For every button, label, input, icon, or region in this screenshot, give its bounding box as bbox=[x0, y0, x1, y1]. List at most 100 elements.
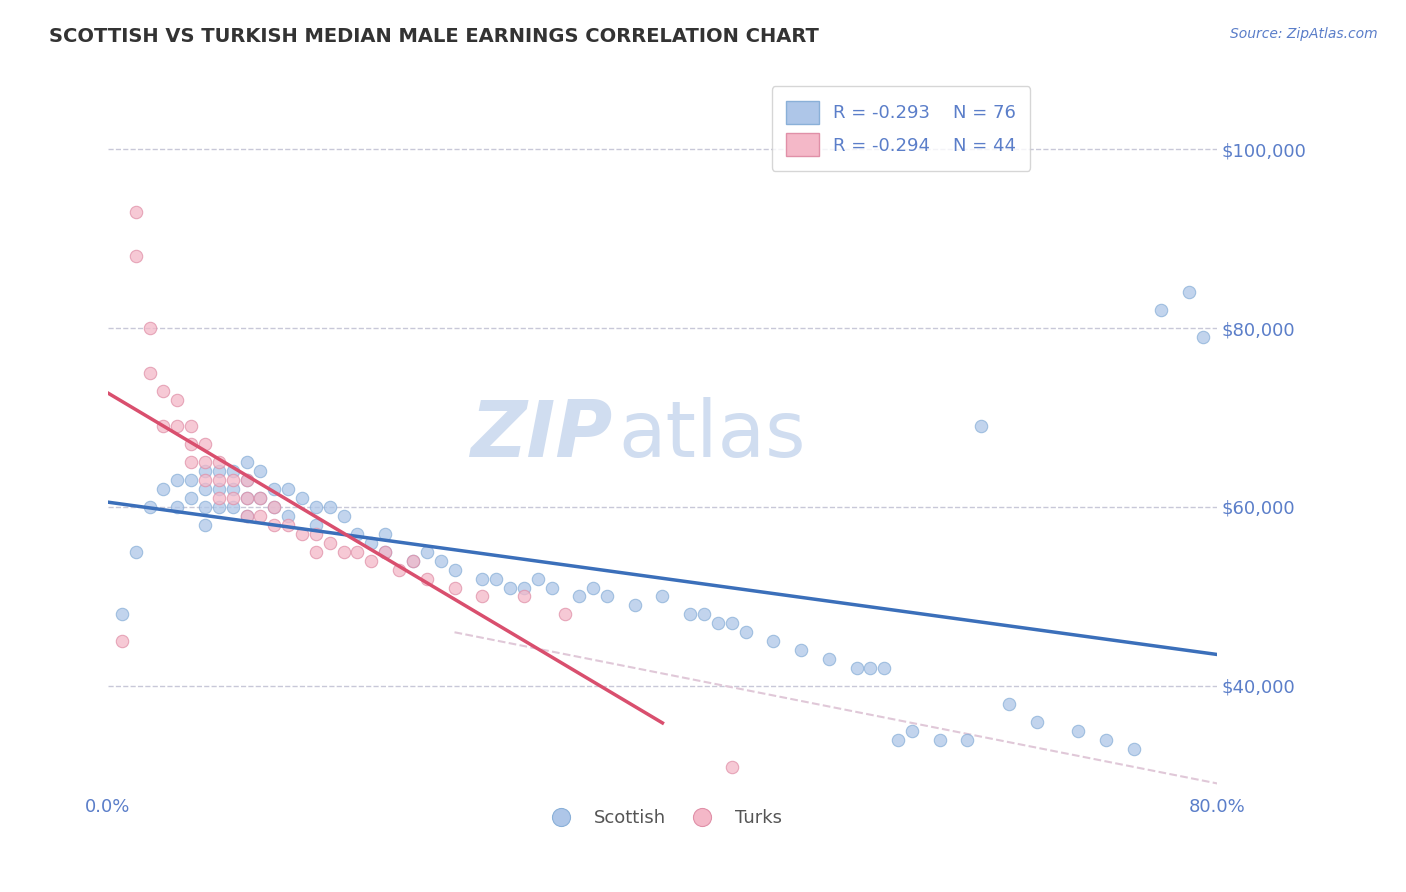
Point bbox=[360, 535, 382, 549]
Point bbox=[305, 500, 328, 514]
Point bbox=[111, 634, 134, 648]
Point bbox=[707, 616, 730, 631]
Point bbox=[1192, 330, 1215, 344]
Point bbox=[346, 545, 368, 559]
Point bbox=[138, 366, 160, 380]
Point bbox=[471, 572, 494, 586]
Point bbox=[568, 590, 591, 604]
Point bbox=[263, 500, 285, 514]
Point bbox=[346, 526, 368, 541]
Point bbox=[194, 455, 217, 469]
Point bbox=[845, 661, 868, 675]
Point bbox=[513, 581, 536, 595]
Point bbox=[138, 321, 160, 335]
Point bbox=[235, 473, 257, 487]
Point bbox=[1067, 723, 1090, 738]
Point bbox=[125, 249, 148, 263]
Point bbox=[166, 473, 188, 487]
Point bbox=[180, 473, 202, 487]
Point bbox=[277, 517, 299, 532]
Point bbox=[416, 572, 439, 586]
Point bbox=[166, 392, 188, 407]
Point bbox=[526, 572, 548, 586]
Point bbox=[1095, 732, 1118, 747]
Point bbox=[222, 491, 245, 505]
Point bbox=[623, 599, 645, 613]
Point bbox=[332, 545, 354, 559]
Text: ZIP: ZIP bbox=[470, 398, 613, 474]
Point bbox=[208, 491, 231, 505]
Point bbox=[402, 554, 425, 568]
Point bbox=[596, 590, 619, 604]
Point bbox=[402, 554, 425, 568]
Point bbox=[956, 732, 979, 747]
Point bbox=[305, 545, 328, 559]
Point bbox=[582, 581, 605, 595]
Point bbox=[194, 473, 217, 487]
Point bbox=[222, 464, 245, 478]
Point bbox=[180, 491, 202, 505]
Point bbox=[887, 732, 910, 747]
Point bbox=[1150, 303, 1173, 318]
Point bbox=[138, 500, 160, 514]
Point bbox=[374, 545, 396, 559]
Point bbox=[235, 473, 257, 487]
Point bbox=[235, 491, 257, 505]
Point bbox=[152, 384, 174, 398]
Point bbox=[222, 482, 245, 496]
Point bbox=[679, 607, 702, 622]
Point bbox=[471, 590, 494, 604]
Point bbox=[970, 419, 993, 434]
Point bbox=[111, 607, 134, 622]
Point bbox=[263, 500, 285, 514]
Point bbox=[235, 491, 257, 505]
Legend: Scottish, Turks: Scottish, Turks bbox=[536, 802, 789, 834]
Point bbox=[374, 545, 396, 559]
Point bbox=[249, 464, 271, 478]
Point bbox=[305, 517, 328, 532]
Point bbox=[720, 616, 742, 631]
Point bbox=[152, 482, 174, 496]
Point bbox=[873, 661, 896, 675]
Point bbox=[762, 634, 785, 648]
Point bbox=[277, 508, 299, 523]
Point bbox=[291, 526, 314, 541]
Point bbox=[194, 517, 217, 532]
Point bbox=[443, 581, 465, 595]
Point bbox=[499, 581, 522, 595]
Point bbox=[291, 491, 314, 505]
Point bbox=[263, 482, 285, 496]
Point bbox=[374, 526, 396, 541]
Point bbox=[319, 500, 342, 514]
Point bbox=[416, 545, 439, 559]
Point bbox=[208, 482, 231, 496]
Point bbox=[125, 545, 148, 559]
Point bbox=[485, 572, 508, 586]
Point bbox=[693, 607, 716, 622]
Point bbox=[1122, 741, 1144, 756]
Point bbox=[180, 437, 202, 451]
Point bbox=[194, 482, 217, 496]
Point bbox=[817, 652, 839, 666]
Point bbox=[152, 419, 174, 434]
Point bbox=[235, 455, 257, 469]
Point bbox=[651, 590, 673, 604]
Point bbox=[901, 723, 924, 738]
Point bbox=[194, 500, 217, 514]
Point bbox=[125, 204, 148, 219]
Text: Source: ZipAtlas.com: Source: ZipAtlas.com bbox=[1230, 27, 1378, 41]
Point bbox=[235, 508, 257, 523]
Point bbox=[208, 455, 231, 469]
Point bbox=[790, 643, 813, 657]
Text: atlas: atlas bbox=[619, 398, 806, 474]
Point bbox=[554, 607, 576, 622]
Point bbox=[859, 661, 882, 675]
Text: SCOTTISH VS TURKISH MEDIAN MALE EARNINGS CORRELATION CHART: SCOTTISH VS TURKISH MEDIAN MALE EARNINGS… bbox=[49, 27, 820, 45]
Point bbox=[208, 473, 231, 487]
Point bbox=[235, 508, 257, 523]
Point bbox=[277, 482, 299, 496]
Point bbox=[180, 455, 202, 469]
Point bbox=[360, 554, 382, 568]
Point bbox=[249, 508, 271, 523]
Point bbox=[513, 590, 536, 604]
